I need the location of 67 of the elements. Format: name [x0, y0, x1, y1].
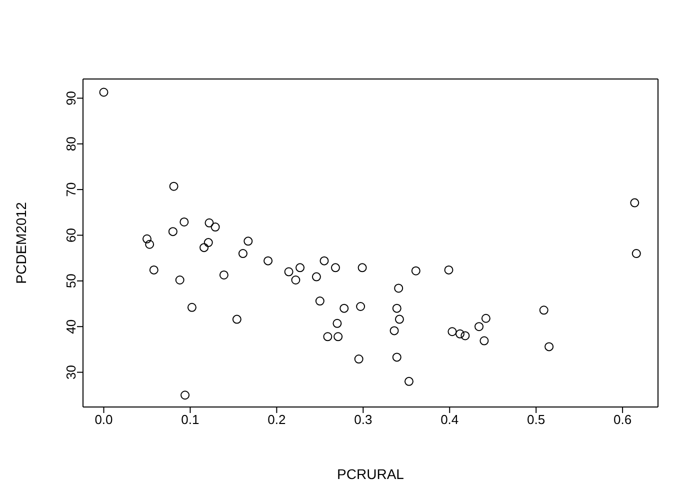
point — [630, 198, 640, 208]
x-tick-label: 0.0 — [94, 412, 113, 428]
point — [334, 332, 343, 342]
x-tick-label: 0.3 — [354, 412, 372, 428]
point — [149, 265, 158, 274]
y-tick-label: 70 — [64, 182, 79, 197]
point — [544, 342, 554, 352]
x-axis-title: PCRURAL — [337, 466, 404, 482]
point — [356, 302, 366, 311]
point — [145, 240, 154, 249]
point — [284, 267, 294, 276]
point — [481, 314, 490, 323]
point — [219, 270, 228, 280]
point — [169, 182, 178, 191]
point — [632, 249, 641, 258]
point — [244, 236, 253, 246]
point — [232, 314, 242, 324]
point — [175, 276, 184, 285]
point — [404, 376, 414, 386]
point — [460, 331, 470, 340]
point — [358, 263, 367, 272]
point — [394, 314, 404, 324]
point — [480, 336, 489, 346]
point — [323, 332, 332, 342]
y-tick-label: 50 — [64, 274, 79, 288]
point — [394, 284, 404, 293]
point — [238, 249, 248, 258]
x-tick-label: 0.6 — [614, 412, 632, 428]
point — [187, 302, 196, 312]
point — [474, 322, 484, 332]
point — [142, 234, 152, 244]
y-tick-label: 80 — [64, 136, 79, 152]
x-tick-label: 0.4 — [440, 412, 459, 428]
point — [448, 327, 457, 336]
x-tick-label: 0.2 — [268, 412, 286, 428]
point — [392, 352, 402, 362]
point — [200, 243, 209, 252]
point — [392, 304, 402, 313]
point — [315, 296, 324, 306]
point — [455, 329, 464, 338]
point — [411, 266, 420, 276]
point — [180, 390, 190, 400]
point — [204, 218, 214, 228]
point — [264, 256, 273, 266]
point — [444, 265, 454, 274]
y-tick-label: 60 — [64, 228, 79, 242]
point — [390, 326, 399, 336]
point — [320, 256, 329, 266]
point — [291, 276, 300, 285]
point — [296, 263, 305, 272]
y-tick-label: 40 — [64, 319, 79, 334]
point — [204, 238, 213, 248]
point — [312, 272, 321, 282]
x-tick-label: 0.5 — [527, 412, 546, 428]
y-tick-label: 30 — [64, 365, 79, 380]
point — [210, 222, 220, 232]
y-tick-label: 90 — [64, 90, 79, 106]
point — [180, 217, 189, 226]
x-tick-label: 0.1 — [181, 412, 200, 428]
point — [340, 304, 349, 313]
point — [332, 318, 342, 328]
y-axis-title: PCDEM2012 — [12, 202, 29, 284]
point — [168, 227, 178, 236]
point — [99, 88, 108, 97]
point — [354, 354, 364, 364]
point — [330, 263, 340, 272]
point — [539, 306, 548, 315]
